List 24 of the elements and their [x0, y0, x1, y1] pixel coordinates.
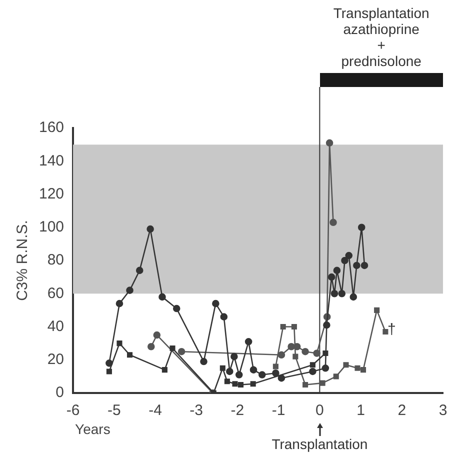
y-axis-title: C3% R.N.S. — [14, 220, 32, 301]
ref-line-label: Transplantation — [272, 436, 368, 452]
x-tick-label: -4 — [148, 402, 162, 420]
x-tick-label: -5 — [107, 402, 121, 420]
x-tick-label: 3 — [438, 402, 448, 420]
y-tick-label: 60 — [47, 284, 64, 302]
x-tick-label: 0 — [316, 402, 324, 420]
x-tick-label: 2 — [398, 402, 406, 420]
x-tick-label: -2 — [230, 402, 244, 420]
y-tick-label: 140 — [38, 152, 64, 170]
y-tick-label: 20 — [47, 351, 64, 368]
x-axis-title: Years — [75, 420, 110, 437]
y-tick-label: 0 — [56, 384, 64, 402]
x-tick-label: -6 — [66, 402, 80, 420]
y-tick-label: 120 — [38, 185, 64, 202]
y-tick-label: 160 — [38, 119, 64, 136]
y-tick-label: 40 — [47, 318, 64, 335]
text: Transplantation azathioprine + prednisolone — [333, 5, 430, 69]
x-tick-label: -1 — [272, 402, 286, 420]
x-tick-label: -3 — [190, 402, 204, 420]
annotation: † — [387, 321, 396, 338]
x-tick-label: 1 — [356, 402, 365, 420]
y-tick-label: 80 — [47, 252, 64, 269]
y-tick-label: 100 — [38, 218, 64, 236]
